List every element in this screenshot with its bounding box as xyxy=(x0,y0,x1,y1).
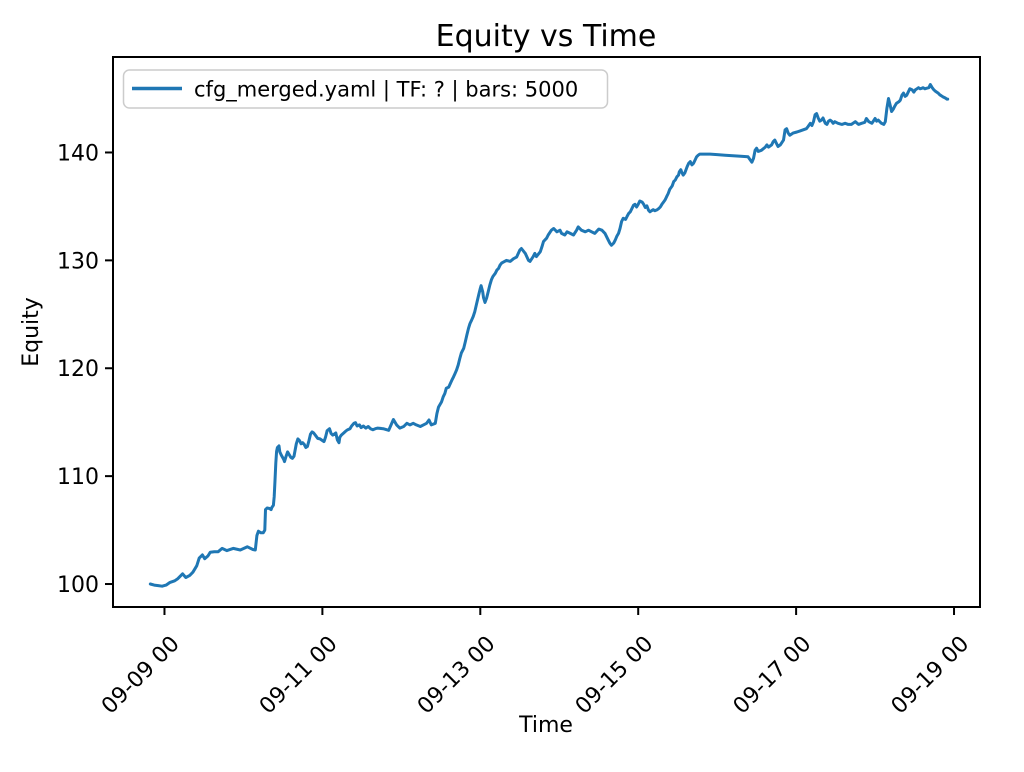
legend-box xyxy=(122,69,609,109)
x-tick-label: 09-09 00 xyxy=(97,632,185,720)
legend: cfg_merged.yaml | TF: ? | bars: 5000 xyxy=(122,69,609,109)
chart-title: Equity vs Time xyxy=(436,19,657,54)
y-tick-label: 110 xyxy=(57,465,99,490)
x-tick-label: 09-13 00 xyxy=(413,632,501,720)
x-tick-label: 09-15 00 xyxy=(571,632,659,720)
x-tick-label: 09-19 00 xyxy=(887,632,975,720)
equity-line xyxy=(148,83,950,588)
y-tick-label: 130 xyxy=(57,249,99,274)
y-tick-label: 100 xyxy=(57,573,99,598)
plot-area xyxy=(112,56,981,608)
y-tick-label: 120 xyxy=(57,357,99,382)
x-tick-label: 09-11 00 xyxy=(255,632,343,720)
x-axis-label: Time xyxy=(518,713,573,738)
x-axis-ticks: 09-09 00 09-11 00 09-13 00 09-15 00 09-17 00… xyxy=(97,607,974,719)
x-tick-label: 09-17 00 xyxy=(729,632,817,720)
series-lines xyxy=(148,83,950,588)
y-axis-ticks: 100 110 120 130 140 xyxy=(57,141,113,598)
legend-entry-label: cfg_merged.yaml | TF: ? | bars: 5000 xyxy=(194,78,578,103)
y-tick-label: 140 xyxy=(57,141,99,166)
y-axis-label: Equity xyxy=(19,297,44,367)
